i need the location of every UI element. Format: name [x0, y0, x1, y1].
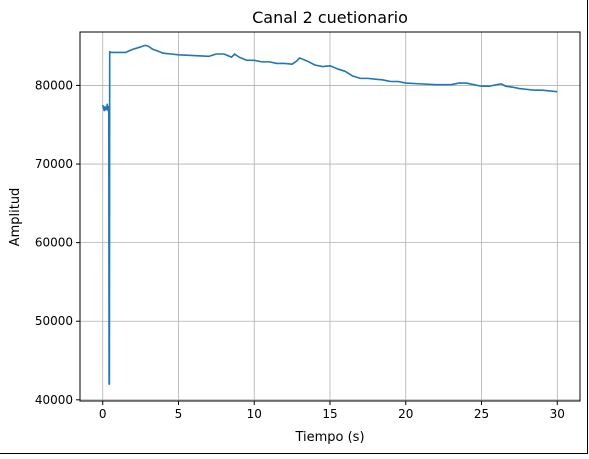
- series-line-0: [101, 44, 558, 385]
- x-tick-label: 5: [175, 407, 183, 421]
- x-tick-label: 30: [550, 407, 565, 421]
- x-tick-label: 15: [322, 407, 337, 421]
- plot-area: [101, 44, 558, 385]
- x-axis-label: Tiempo (s): [294, 430, 364, 445]
- x-tick-label: 10: [247, 407, 262, 421]
- x-axis: 0 5 10 15 20 25 30: [99, 401, 565, 421]
- y-tick-label: 80000: [35, 78, 73, 92]
- y-tick-label: 60000: [35, 236, 73, 250]
- chart-title: Canal 2 cuetionario: [252, 8, 408, 27]
- y-tick-label: 40000: [35, 393, 73, 407]
- x-tick-label: 25: [474, 407, 489, 421]
- grid: [80, 32, 580, 401]
- y-axis-label: Amplitud: [8, 188, 23, 247]
- x-tick-label: 20: [398, 407, 413, 421]
- y-tick-label: 70000: [35, 157, 73, 171]
- y-axis: 40000 50000 60000 70000 80000: [35, 78, 80, 407]
- y-tick-label: 50000: [35, 314, 73, 328]
- x-tick-label: 0: [99, 407, 107, 421]
